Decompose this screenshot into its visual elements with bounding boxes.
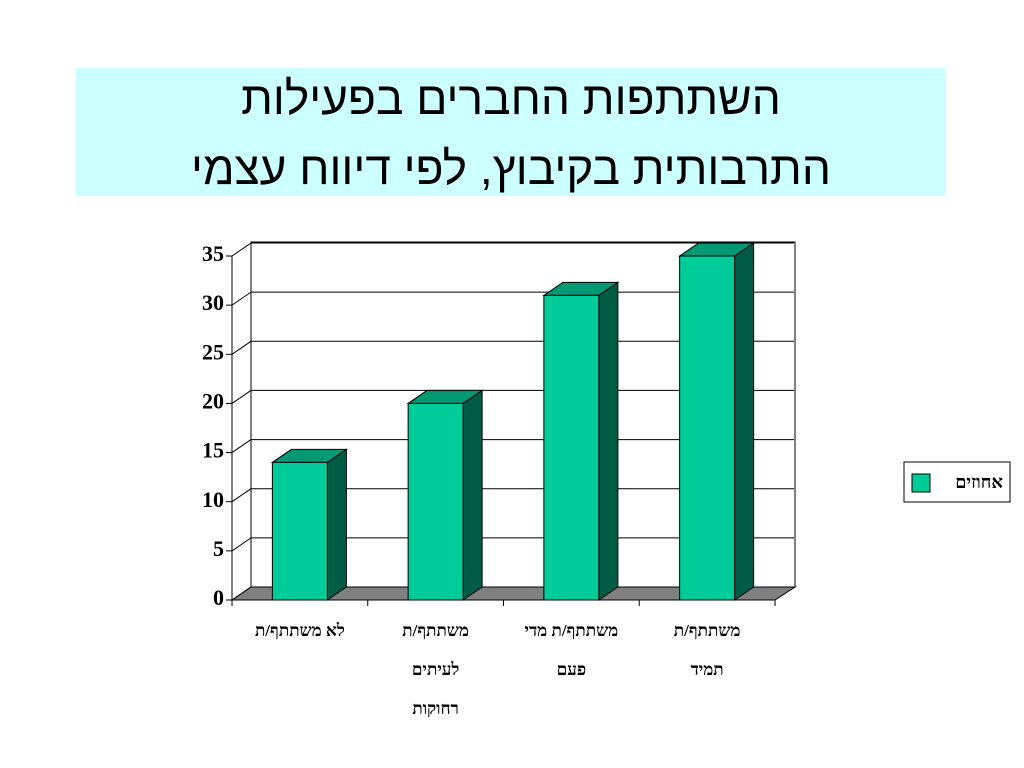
bar-side — [734, 242, 755, 601]
grid-line — [231, 586, 252, 601]
x-tick-label: לעיתים — [412, 660, 460, 679]
bar-side — [462, 389, 483, 601]
y-tick-label: 0 — [213, 585, 224, 610]
bar — [406, 389, 484, 601]
bar-front — [543, 294, 600, 601]
bar — [678, 242, 756, 601]
bar — [542, 281, 620, 601]
bar-side — [326, 448, 347, 601]
x-tick-label: תמיד — [691, 660, 724, 679]
bar-side — [598, 281, 619, 601]
title-box — [76, 68, 946, 196]
grid-line — [231, 488, 252, 503]
grid-line — [231, 242, 252, 257]
bar-front — [679, 255, 736, 601]
grid-line — [231, 537, 252, 552]
grid-line — [231, 340, 252, 355]
x-tick-label: משתתף/ת — [674, 621, 741, 640]
y-tick-label: 10 — [202, 487, 224, 512]
grid-line — [231, 390, 252, 404]
legend-label: אחוזים — [955, 472, 1003, 492]
legend-swatch — [911, 473, 931, 493]
bar-front — [407, 402, 464, 601]
y-tick-label: 15 — [202, 438, 224, 463]
x-tick-label: משתתף/ת — [402, 621, 469, 640]
bar-front — [271, 461, 328, 601]
grid-line — [231, 439, 252, 453]
bar — [270, 448, 348, 601]
y-tick-label: 25 — [202, 339, 224, 364]
chart-title: התרבותית בקיבוץ, לפי דיווח עצמי — [191, 142, 831, 194]
x-tick-label: רחוקות — [412, 699, 459, 718]
x-tick-label: משתתף/ת מדי — [525, 621, 619, 640]
x-tick-label: לא משתתף/ת — [255, 621, 345, 640]
chart-title: השתתפות החברים בפעילות — [241, 72, 781, 124]
y-tick-label: 30 — [202, 290, 224, 315]
y-tick-label: 35 — [202, 241, 224, 266]
grid-line — [231, 291, 252, 306]
x-tick-label: פעם — [557, 660, 586, 679]
y-tick-label: 5 — [213, 536, 224, 561]
y-tick-label: 20 — [202, 388, 224, 413]
